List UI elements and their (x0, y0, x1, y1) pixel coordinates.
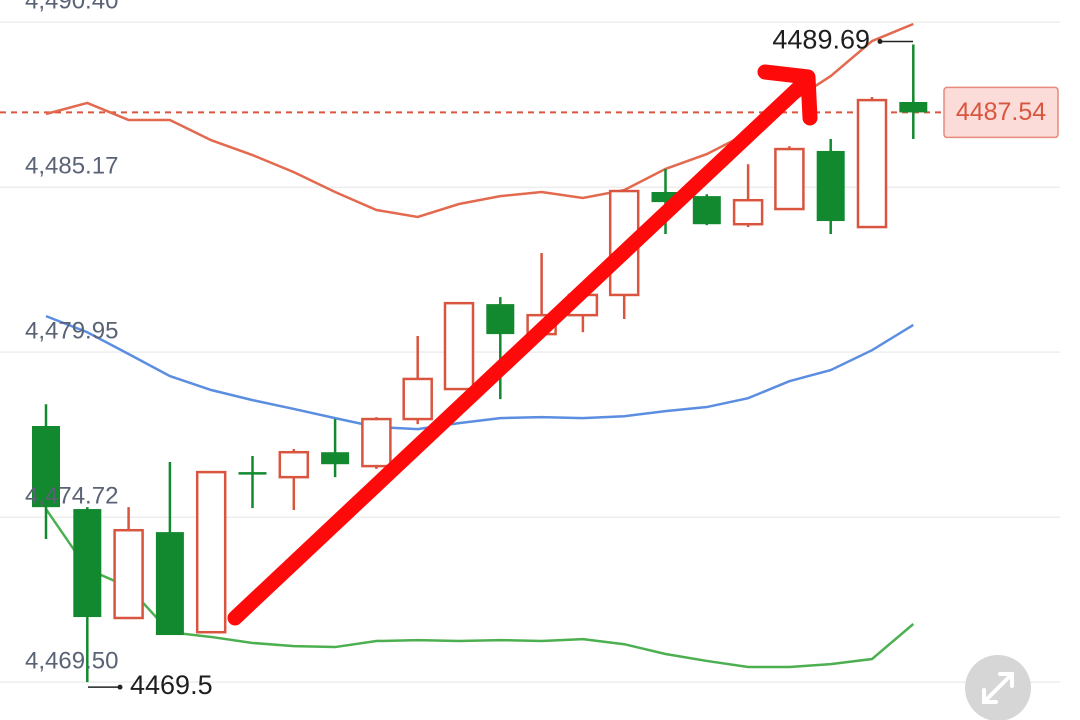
min-label-dot (117, 684, 123, 690)
candle-body (321, 452, 350, 465)
candle-body (651, 192, 680, 203)
candle-body (856, 98, 888, 229)
candle-body (774, 147, 805, 211)
arrow-head (757, 64, 818, 126)
candle-body (155, 532, 184, 636)
max-label-dot (877, 39, 883, 45)
candle-body (32, 426, 60, 508)
candle-body (195, 470, 227, 634)
band-line (45, 314, 914, 431)
candle-body (443, 301, 475, 391)
grid (0, 21, 1060, 683)
candle-body (73, 509, 102, 618)
expand-button[interactable] (965, 655, 1031, 720)
y-tick-label: 4,485.17 (25, 153, 118, 180)
labels: 4,490.40 4,485.17 4,479.95 4,474.72 4,469.50… (25, 0, 1059, 700)
candle-body (816, 150, 845, 222)
candles (32, 44, 928, 683)
candle-body (238, 472, 267, 475)
candle-body (361, 417, 392, 468)
max-label: 4489.69 (772, 25, 870, 55)
last-price-badge (943, 86, 1059, 139)
arrow-shaft (227, 74, 813, 626)
last-price-label: 4487.54 (956, 98, 1046, 126)
y-tick-label: 4,469.50 (25, 647, 118, 674)
candle-body (692, 196, 721, 225)
candle-body (899, 102, 928, 113)
y-tick-label: 4,474.72 (25, 483, 118, 510)
y-tick-label: 4,490.40 (25, 0, 118, 14)
y-tick-label: 4,479.95 (25, 317, 118, 344)
arrow-annotation (227, 64, 818, 626)
expand-icon (982, 672, 1014, 704)
candle-body (486, 304, 515, 335)
band-line (44, 508, 915, 669)
candle-body (113, 528, 144, 620)
min-label: 4469.5 (130, 670, 213, 700)
candle-body (278, 450, 310, 479)
candle-body (732, 198, 764, 226)
candle-body (402, 377, 433, 421)
